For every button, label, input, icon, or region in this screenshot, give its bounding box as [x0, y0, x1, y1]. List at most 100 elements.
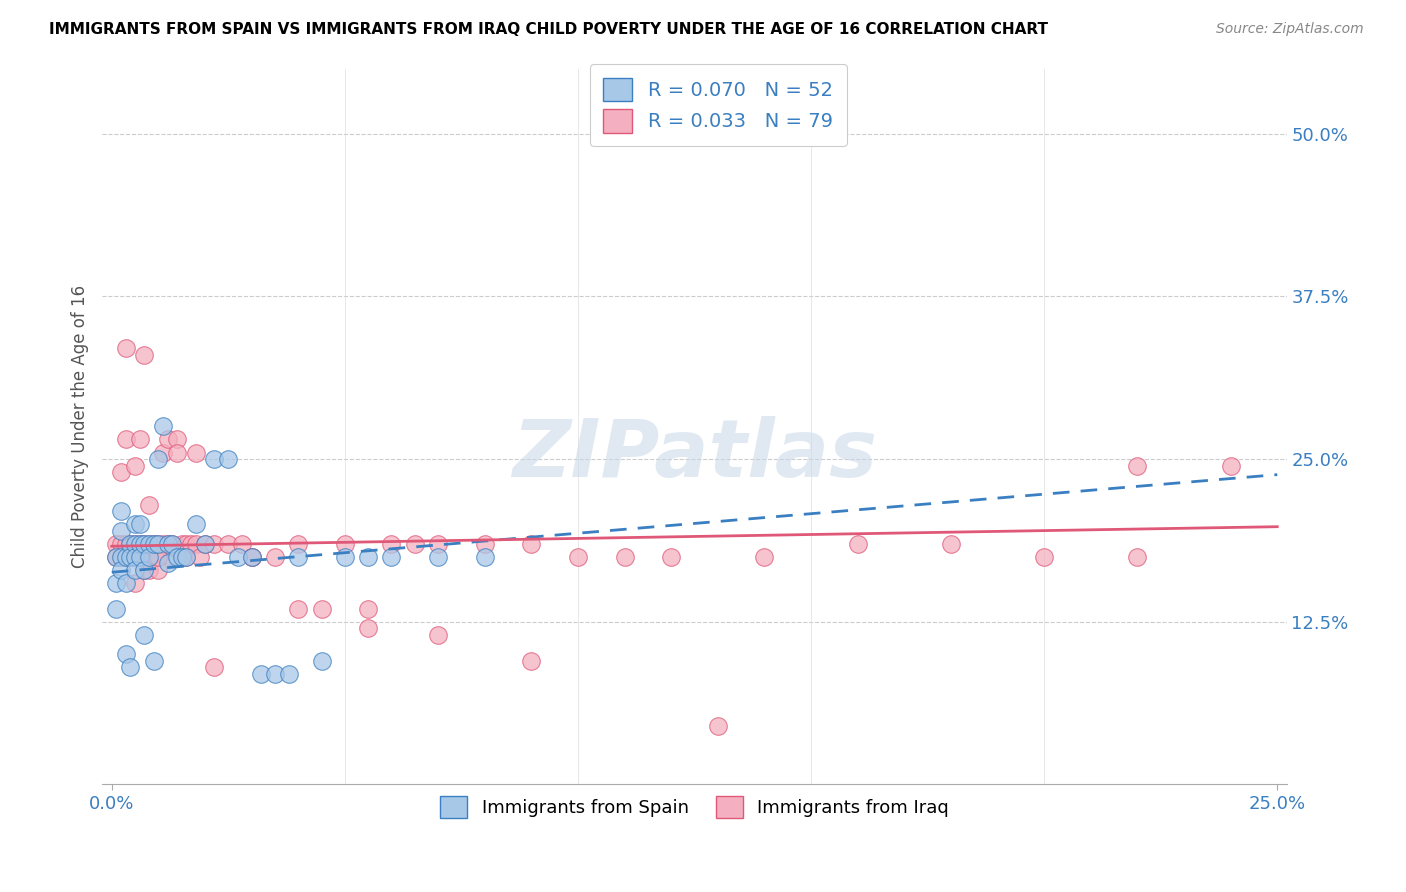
- Point: [156, 556, 179, 570]
- Point: [156, 433, 179, 447]
- Point: [134, 563, 156, 577]
- Point: [134, 536, 156, 550]
- Point: [264, 666, 287, 681]
- Point: [231, 536, 253, 550]
- Text: ZIPatlas: ZIPatlas: [512, 416, 877, 494]
- Point: [114, 575, 136, 590]
- Point: [567, 549, 589, 564]
- Point: [148, 536, 170, 550]
- Point: [217, 452, 239, 467]
- Point: [156, 536, 179, 550]
- Point: [250, 666, 273, 681]
- Point: [333, 549, 356, 564]
- Point: [1126, 458, 1149, 473]
- Text: Source: ZipAtlas.com: Source: ZipAtlas.com: [1216, 22, 1364, 37]
- Point: [110, 549, 132, 564]
- Point: [520, 654, 543, 668]
- Point: [105, 549, 128, 564]
- Point: [124, 458, 146, 473]
- Point: [110, 524, 132, 538]
- Point: [287, 601, 309, 615]
- Point: [226, 549, 249, 564]
- Point: [613, 549, 636, 564]
- Point: [240, 549, 263, 564]
- Point: [1126, 549, 1149, 564]
- Point: [357, 621, 380, 635]
- Point: [202, 536, 225, 550]
- Point: [134, 348, 156, 362]
- Legend: Immigrants from Spain, Immigrants from Iraq: Immigrants from Spain, Immigrants from I…: [433, 789, 956, 825]
- Point: [114, 433, 136, 447]
- Point: [138, 536, 160, 550]
- Point: [1219, 458, 1241, 473]
- Point: [846, 536, 869, 550]
- Point: [311, 601, 333, 615]
- Point: [120, 660, 142, 674]
- Point: [287, 536, 309, 550]
- Point: [333, 536, 356, 550]
- Point: [520, 536, 543, 550]
- Point: [754, 549, 776, 564]
- Point: [128, 549, 150, 564]
- Point: [120, 549, 142, 564]
- Point: [110, 504, 132, 518]
- Point: [124, 549, 146, 564]
- Point: [128, 536, 150, 550]
- Point: [152, 445, 174, 459]
- Point: [217, 536, 239, 550]
- Point: [357, 601, 380, 615]
- Point: [148, 549, 170, 564]
- Point: [162, 536, 184, 550]
- Point: [202, 660, 225, 674]
- Point: [114, 536, 136, 550]
- Point: [380, 549, 402, 564]
- Point: [138, 563, 160, 577]
- Point: [162, 536, 184, 550]
- Point: [162, 549, 184, 564]
- Point: [114, 549, 136, 564]
- Point: [152, 536, 174, 550]
- Point: [148, 536, 170, 550]
- Point: [170, 549, 193, 564]
- Point: [120, 536, 142, 550]
- Point: [427, 549, 450, 564]
- Point: [188, 549, 211, 564]
- Point: [176, 549, 198, 564]
- Point: [156, 536, 179, 550]
- Point: [380, 536, 402, 550]
- Point: [138, 549, 160, 564]
- Point: [114, 342, 136, 356]
- Point: [105, 549, 128, 564]
- Point: [124, 575, 146, 590]
- Point: [152, 419, 174, 434]
- Point: [142, 654, 165, 668]
- Point: [142, 536, 165, 550]
- Point: [184, 445, 207, 459]
- Point: [148, 563, 170, 577]
- Point: [120, 549, 142, 564]
- Point: [134, 628, 156, 642]
- Point: [166, 445, 188, 459]
- Point: [427, 628, 450, 642]
- Point: [194, 536, 217, 550]
- Point: [148, 549, 170, 564]
- Point: [114, 647, 136, 661]
- Point: [659, 549, 682, 564]
- Point: [142, 536, 165, 550]
- Point: [148, 452, 170, 467]
- Point: [124, 549, 146, 564]
- Point: [110, 563, 132, 577]
- Point: [110, 465, 132, 479]
- Point: [357, 549, 380, 564]
- Point: [134, 549, 156, 564]
- Point: [170, 536, 193, 550]
- Point: [264, 549, 287, 564]
- Point: [474, 536, 496, 550]
- Point: [134, 536, 156, 550]
- Point: [311, 654, 333, 668]
- Point: [142, 549, 165, 564]
- Y-axis label: Child Poverty Under the Age of 16: Child Poverty Under the Age of 16: [72, 285, 89, 568]
- Point: [277, 666, 299, 681]
- Point: [287, 549, 309, 564]
- Point: [166, 549, 188, 564]
